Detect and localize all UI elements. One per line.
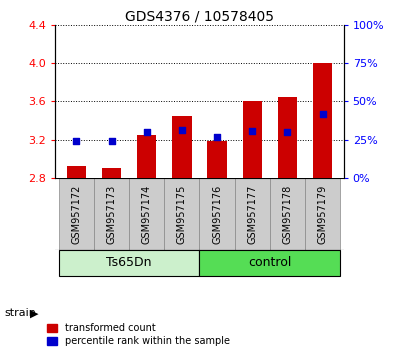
Text: GSM957175: GSM957175 [177,184,187,244]
Bar [172,116,192,178]
Point [249,128,256,134]
Bar [137,135,156,178]
Text: control: control [248,256,292,269]
FancyBboxPatch shape [164,178,199,250]
Point [73,138,79,143]
FancyBboxPatch shape [59,250,199,276]
Text: GSM957177: GSM957177 [247,184,257,244]
Text: GSM957176: GSM957176 [212,184,222,244]
FancyBboxPatch shape [59,178,94,250]
FancyBboxPatch shape [129,178,164,250]
Bar [67,166,86,178]
Point [320,111,326,117]
FancyBboxPatch shape [199,250,340,276]
Bar [207,141,227,178]
FancyBboxPatch shape [94,178,129,250]
Text: Ts65Dn: Ts65Dn [106,256,152,269]
Point [214,134,220,139]
Text: ▶: ▶ [30,308,38,318]
FancyBboxPatch shape [305,178,340,250]
Text: GSM957172: GSM957172 [71,184,81,244]
Text: GSM957178: GSM957178 [282,184,292,244]
Legend: transformed count, percentile rank within the sample: transformed count, percentile rank withi… [44,320,233,349]
Text: GSM957173: GSM957173 [107,184,117,244]
FancyBboxPatch shape [235,178,270,250]
Point [179,127,185,133]
Point [108,138,115,143]
Text: GSM957174: GSM957174 [142,184,152,244]
Point [284,129,291,135]
Text: strain: strain [4,308,36,318]
Bar [278,97,297,178]
Bar [243,101,262,178]
Bar [313,63,332,178]
Title: GDS4376 / 10578405: GDS4376 / 10578405 [125,10,274,24]
FancyBboxPatch shape [270,178,305,250]
FancyBboxPatch shape [199,178,235,250]
Point [143,129,150,135]
Bar [102,169,121,178]
Text: GSM957179: GSM957179 [318,184,327,244]
